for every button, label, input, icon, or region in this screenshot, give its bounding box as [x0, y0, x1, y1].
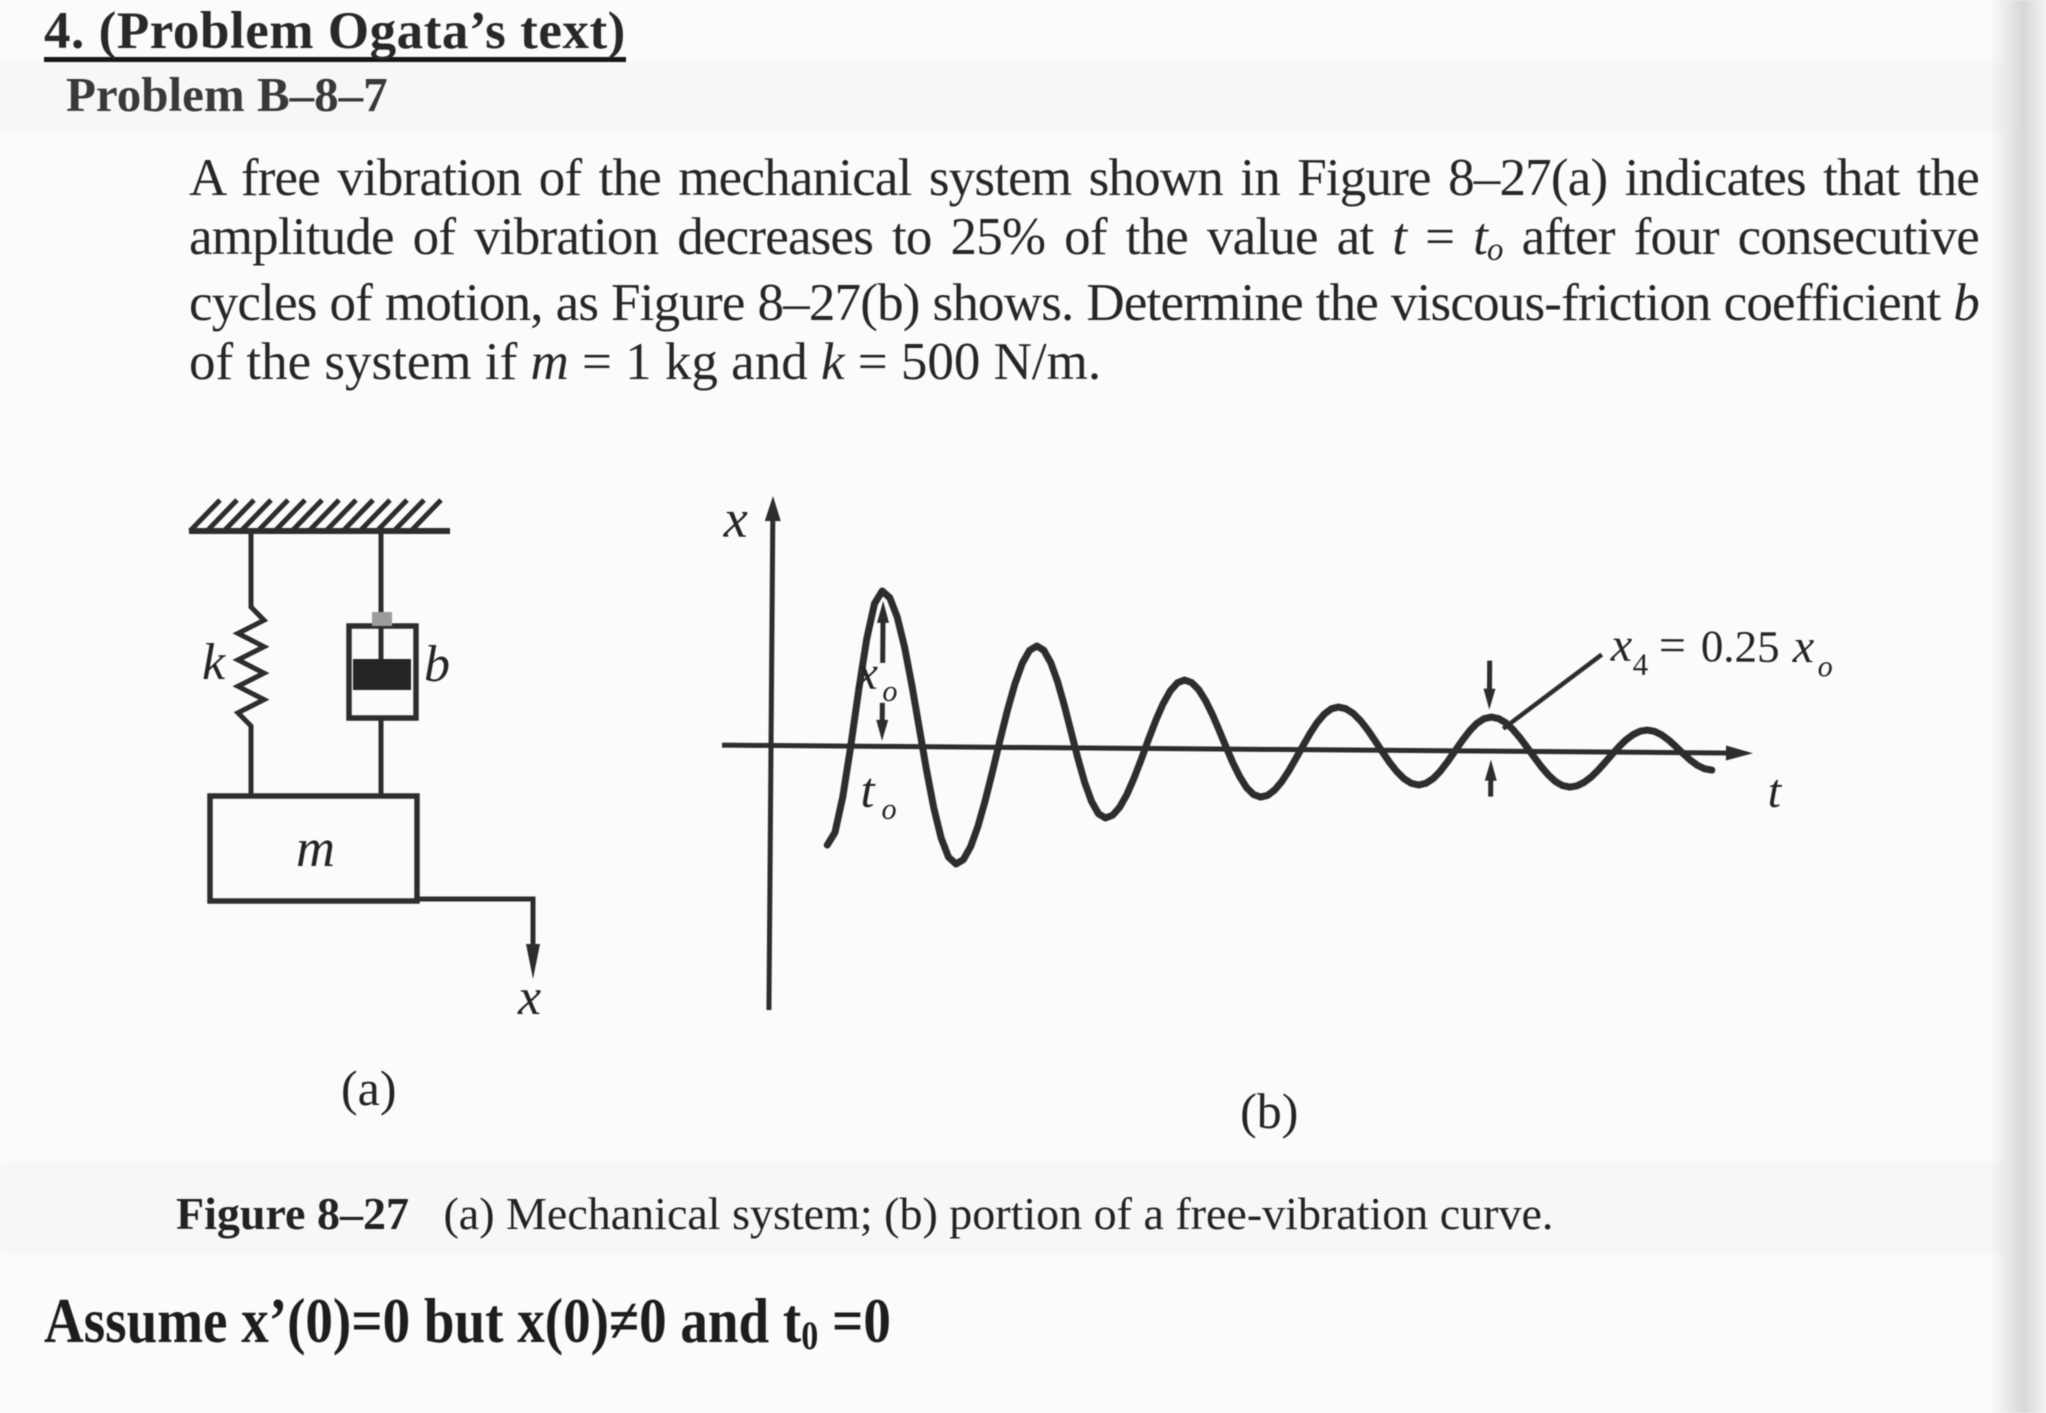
svg-text:x: x	[517, 969, 541, 1026]
svg-text:o: o	[882, 675, 897, 708]
svg-text:4: 4	[1633, 647, 1649, 682]
svg-text:k: k	[202, 634, 226, 691]
svg-text:b: b	[424, 636, 450, 693]
svg-text:x: x	[723, 489, 748, 549]
svg-text:x: x	[855, 647, 878, 700]
svg-text:m: m	[296, 818, 335, 878]
svg-text:x: x	[1610, 619, 1633, 672]
svg-text:t: t	[1767, 765, 1782, 818]
svg-text:x: x	[1792, 620, 1815, 673]
svg-text:0.25: 0.25	[1701, 621, 1780, 672]
svg-text:o: o	[1818, 650, 1833, 683]
svg-text:(a): (a)	[341, 1060, 397, 1116]
svg-text:(b): (b)	[1240, 1083, 1299, 1139]
svg-text:=: =	[1659, 619, 1686, 672]
svg-text:o: o	[881, 793, 896, 826]
svg-text:t: t	[860, 762, 875, 818]
